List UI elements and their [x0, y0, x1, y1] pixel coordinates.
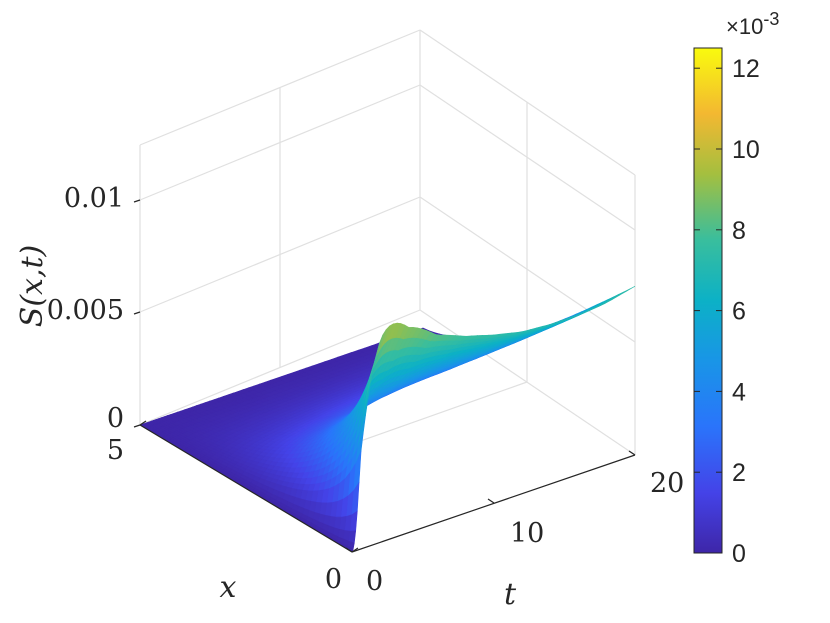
z-tick-label: 0	[107, 403, 124, 434]
t-tick-label: 10	[510, 518, 544, 549]
colorbar: 0 2 4 6 8 10 12 ×10-3	[693, 9, 779, 568]
x-axis-line	[139, 424, 353, 553]
surface-patch	[348, 530, 357, 544]
z-tick-labels: 0.01 0.005 0	[47, 183, 124, 434]
x-tick-mark-0	[351, 547, 359, 553]
t-tick-mark-10	[487, 498, 495, 504]
colorbar-tick-label: 6	[732, 298, 746, 326]
surface-mesh	[139, 286, 636, 553]
t-tick-label: 20	[650, 468, 684, 499]
z-tick-label: 0.01	[64, 183, 124, 214]
z-axis-label: S(x,t)	[15, 245, 50, 327]
x-tick-label: 5	[107, 435, 124, 466]
t-axis-label: t	[504, 577, 517, 612]
x-tick-mark-5	[139, 420, 147, 426]
colorbar-tick-label: 12	[732, 55, 760, 83]
axis-box	[139, 29, 636, 483]
colorbar-tick-label: 4	[732, 378, 746, 406]
t-axis-line	[351, 454, 636, 553]
colorbar-exponent: ×10-3	[726, 9, 779, 39]
x-axis-label: x	[220, 570, 237, 605]
z-tick-mark-0005	[133, 311, 141, 315]
z-tick-mark-001	[133, 199, 141, 203]
front-axes	[133, 199, 636, 553]
colorbar-tick-label: 10	[732, 136, 760, 164]
colorbar-tick-label: 0	[732, 540, 746, 568]
colorbar-tick-label: 2	[732, 459, 746, 487]
t-tick-mark-0	[345, 547, 353, 553]
z-tick-mark-0	[133, 424, 141, 428]
z-tick-label: 0.005	[47, 295, 124, 326]
top-edge-left	[139, 29, 421, 146]
t-tick-label: 0	[366, 566, 383, 597]
floor-edge-back-right	[419, 309, 636, 456]
x-tick-labels: 5 0	[107, 435, 342, 595]
x-tick-label: 0	[325, 564, 342, 595]
colorbar-gradient	[693, 47, 723, 554]
colorbar-tick-label: 8	[732, 217, 746, 245]
t-tick-mark-20	[628, 450, 636, 456]
t-tick-labels: 0 10 20	[366, 468, 684, 597]
